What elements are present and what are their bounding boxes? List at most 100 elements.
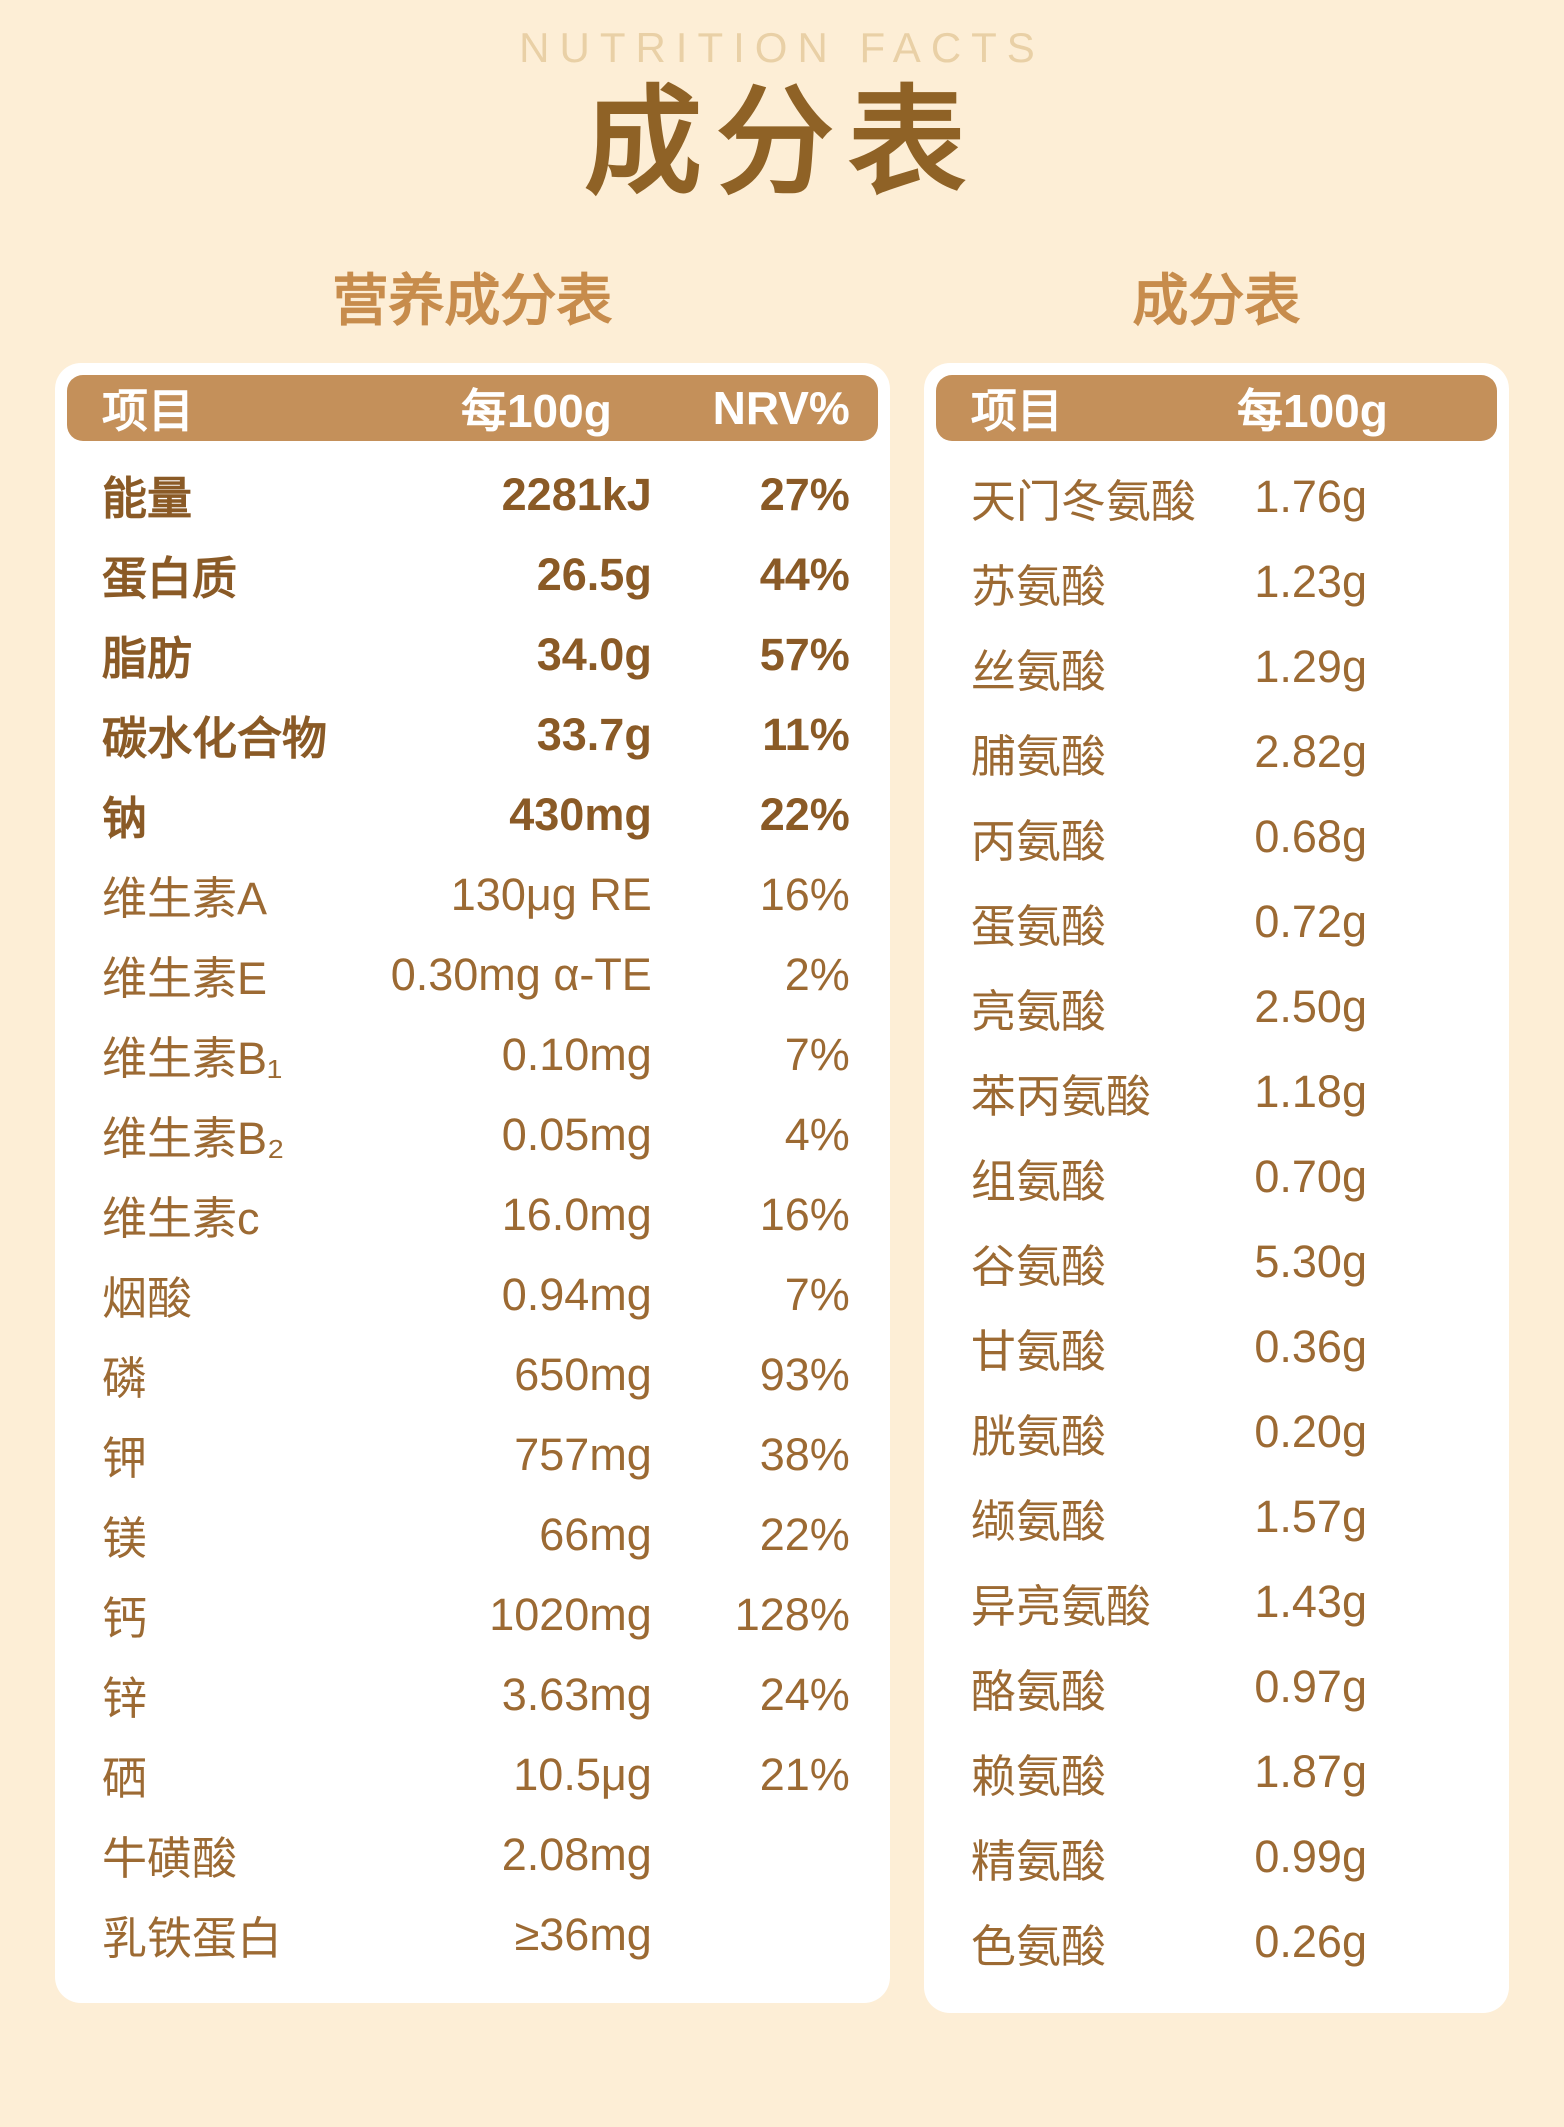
table-cell-value: 26.5g [536,548,652,600]
table-cell-name: 天门冬氨酸 [970,475,1196,527]
table-cell-name: 烟酸 [102,1273,193,1325]
nutrition-table-body: 能量 2281kJ 27% 蛋白质 26.5g 44% 脂肪 34.0g 57% 碳水化合物 33.… [67,441,878,1975]
table-row: 牛磺酸 2.08mg [67,1815,878,1895]
table-row: 甘氨酸 0.36g [936,1305,1497,1390]
table-cell-name: 苏氨酸 [970,560,1106,612]
table-cell-nrv: 22% [759,1508,850,1560]
table-cell-name: 能量 [102,473,193,525]
poster-title: 成分表 [583,77,980,209]
table-cell-value: 650mg [514,1348,652,1400]
table-cell-value: 0.10mg [501,1028,652,1080]
table-cell-nrv: 22% [759,788,850,840]
table-cell-name: 脯氨酸 [970,730,1106,782]
table-cell-value: 2.08mg [501,1828,652,1880]
table-row: 缬氨酸 1.57g [936,1475,1497,1560]
table-cell-value: 1020mg [489,1588,652,1640]
amino-table-body: 天门冬氨酸 1.76g 苏氨酸 1.23g 丝氨酸 1.29g 脯氨酸 2.82g 丙氨酸 0.6… [936,441,1497,1985]
table-cell-name: 精氨酸 [970,1835,1106,1887]
table-cell-value: 1.18g [1254,1066,1367,1118]
table-cell-nrv: 7% [784,1268,850,1320]
table-row: 脯氨酸 2.82g [936,710,1497,795]
table-row: 维生素B₁ 0.10mg 7% [67,1015,878,1095]
table-cell-value: 1.29g [1254,641,1367,693]
table-cell-value: 2281kJ [501,468,652,520]
table-row: 赖氨酸 1.87g [936,1730,1497,1815]
poster-eyebrow: NUTRITION FACTS [519,24,1045,71]
table-row: 谷氨酸 5.30g [936,1220,1497,1305]
table-cell-name: 异亮氨酸 [970,1580,1151,1632]
table-row: 脂肪 34.0g 57% [67,615,878,695]
table-cell-value: 1.43g [1254,1576,1367,1628]
nutrition-facts-section: 营养成分表 项目 每100g NRV% 能量 2281kJ 27% 蛋白质 26.5g 4… [55,256,890,2003]
table-row: 丝氨酸 1.29g [936,625,1497,710]
table-row: 苯丙氨酸 1.18g [936,1050,1497,1135]
table-cell-value: 0.20g [1254,1406,1367,1458]
table-row: 钾 757mg 38% [67,1415,878,1495]
table-cell-nrv: 7% [784,1028,850,1080]
table-row: 蛋白质 26.5g 44% [67,535,878,615]
table-cell-value: 5.30g [1254,1236,1367,1288]
table-cell-name: 碳水化合物 [102,713,328,765]
table-cell-value: 757mg [514,1428,652,1480]
table-row: 烟酸 0.94mg 7% [67,1255,878,1335]
table-cell-name: 维生素A [102,873,268,925]
table-cell-value: 0.94mg [501,1268,652,1320]
table-cell-name: 维生素E [102,953,268,1005]
amino-acids-section: 成分表 项目 每100g 天门冬氨酸 1.76g 苏氨酸 1.23g 丝氨酸 1.29g 脯… [923,256,1509,2013]
table-cell-name: 牛磺酸 [102,1833,238,1885]
table-cell-value: 33.7g [536,708,652,760]
table-cell-nrv: 11% [762,708,850,760]
table-cell-value: 0.70g [1254,1151,1367,1203]
header-item-label: 项目 [102,384,194,437]
table-cell-name: 维生素B₁ [102,1033,283,1085]
table-row: 维生素A 130μg RE 16% [67,855,878,935]
table-cell-name: 谷氨酸 [970,1240,1106,1292]
table-cell-nrv: 16% [759,1188,850,1240]
table-cell-name: 蛋白质 [102,553,238,605]
table-cell-nrv: 38% [759,1428,850,1480]
table-cell-nrv: 128% [734,1588,850,1640]
table-cell-value: 2.82g [1254,726,1367,778]
table-cell-name: 甘氨酸 [970,1325,1106,1377]
table-row: 苏氨酸 1.23g [936,540,1497,625]
table-row: 维生素c 16.0mg 16% [67,1175,878,1255]
table-cell-value: 0.72g [1254,896,1367,948]
table-row: 色氨酸 0.26g [936,1900,1497,1985]
table-cell-name: 丙氨酸 [970,815,1106,867]
table-cell-value: 2.50g [1254,981,1367,1033]
table-cell-nrv: 16% [759,868,850,920]
table-row: 维生素E 0.30mg α-TE 2% [67,935,878,1015]
table-cell-name: 丝氨酸 [970,645,1106,697]
table-cell-value: 0.99g [1254,1831,1367,1883]
nutrition-table-card: 项目 每100g NRV% 能量 2281kJ 27% 蛋白质 26.5g 44% 脂肪 34… [55,362,890,2003]
table-cell-value: 10.5μg [513,1748,652,1800]
table-cell-value: 0.26g [1254,1916,1367,1968]
table-cell-value: 1.23g [1254,556,1367,608]
table-cell-nrv: 93% [759,1348,850,1400]
table-cell-nrv: 57% [759,628,850,680]
table-row: 钠 430mg 22% [67,775,878,855]
table-cell-value: 0.05mg [501,1108,652,1160]
table-cell-value: 3.63mg [501,1668,652,1720]
table-cell-value: 34.0g [536,628,652,680]
table-row: 天门冬氨酸 1.76g [936,455,1497,540]
table-cell-name: 酪氨酸 [970,1665,1106,1717]
table-row: 亮氨酸 2.50g [936,965,1497,1050]
table-cell-nrv: 4% [784,1108,850,1160]
table-cell-value: 0.36g [1254,1321,1367,1373]
table-row: 硒 10.5μg 21% [67,1735,878,1815]
table-cell-name: 蛋氨酸 [970,900,1106,952]
table-cell-value: 66mg [539,1508,652,1560]
table-cell-name: 胱氨酸 [970,1410,1106,1462]
table-cell-name: 磷 [102,1353,148,1405]
table-cell-name: 钠 [102,793,148,845]
table-row: 维生素B₂ 0.05mg 4% [67,1095,878,1175]
tables-container: 营养成分表 项目 每100g NRV% 能量 2281kJ 27% 蛋白质 26.5g 4… [0,256,1564,2013]
table-row: 钙 1020mg 128% [67,1575,878,1655]
table-cell-name: 苯丙氨酸 [970,1070,1151,1122]
table-cell-value: 1.76g [1254,471,1367,523]
table-row: 镁 66mg 22% [67,1495,878,1575]
table-cell-value: 0.97g [1254,1661,1367,1713]
table-cell-name: 赖氨酸 [970,1750,1106,1802]
